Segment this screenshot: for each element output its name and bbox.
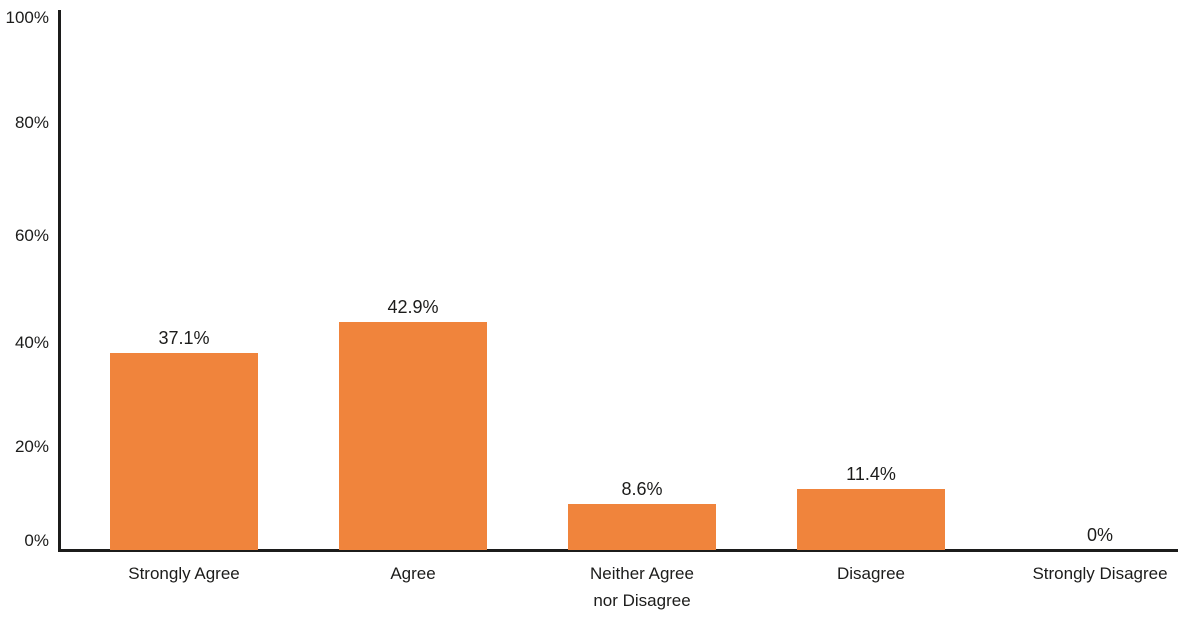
- bar-value-label: 42.9%: [387, 297, 439, 317]
- y-axis-tick-label: 0%: [24, 531, 49, 550]
- x-axis-line: [58, 549, 1178, 552]
- y-axis-line: [58, 10, 61, 552]
- y-axis-tick-label: 60%: [14, 226, 49, 245]
- y-axis-tick-label: 40%: [14, 333, 49, 352]
- bar-value-label: 0%: [1086, 525, 1113, 545]
- bar: [797, 489, 945, 550]
- bar: [339, 322, 487, 550]
- y-axis-tick-label: 20%: [14, 437, 49, 456]
- x-axis-label: Neither Agree nor Disagree: [590, 564, 694, 610]
- bar-value-label: 37.1%: [158, 328, 210, 348]
- bar-value-label: 8.6%: [621, 479, 663, 499]
- bar: [568, 504, 716, 550]
- x-axis-label: Agree: [390, 564, 436, 583]
- bar: [110, 353, 258, 550]
- x-axis-label: Strongly Agree: [128, 564, 240, 583]
- y-axis-tick-label: 80%: [14, 113, 49, 132]
- y-axis-tick-label: 100%: [5, 8, 49, 27]
- x-axis-label: Disagree: [836, 564, 906, 583]
- x-axis-label: Strongly Disagree: [1032, 564, 1168, 583]
- bar-value-label: 11.4%: [846, 464, 896, 484]
